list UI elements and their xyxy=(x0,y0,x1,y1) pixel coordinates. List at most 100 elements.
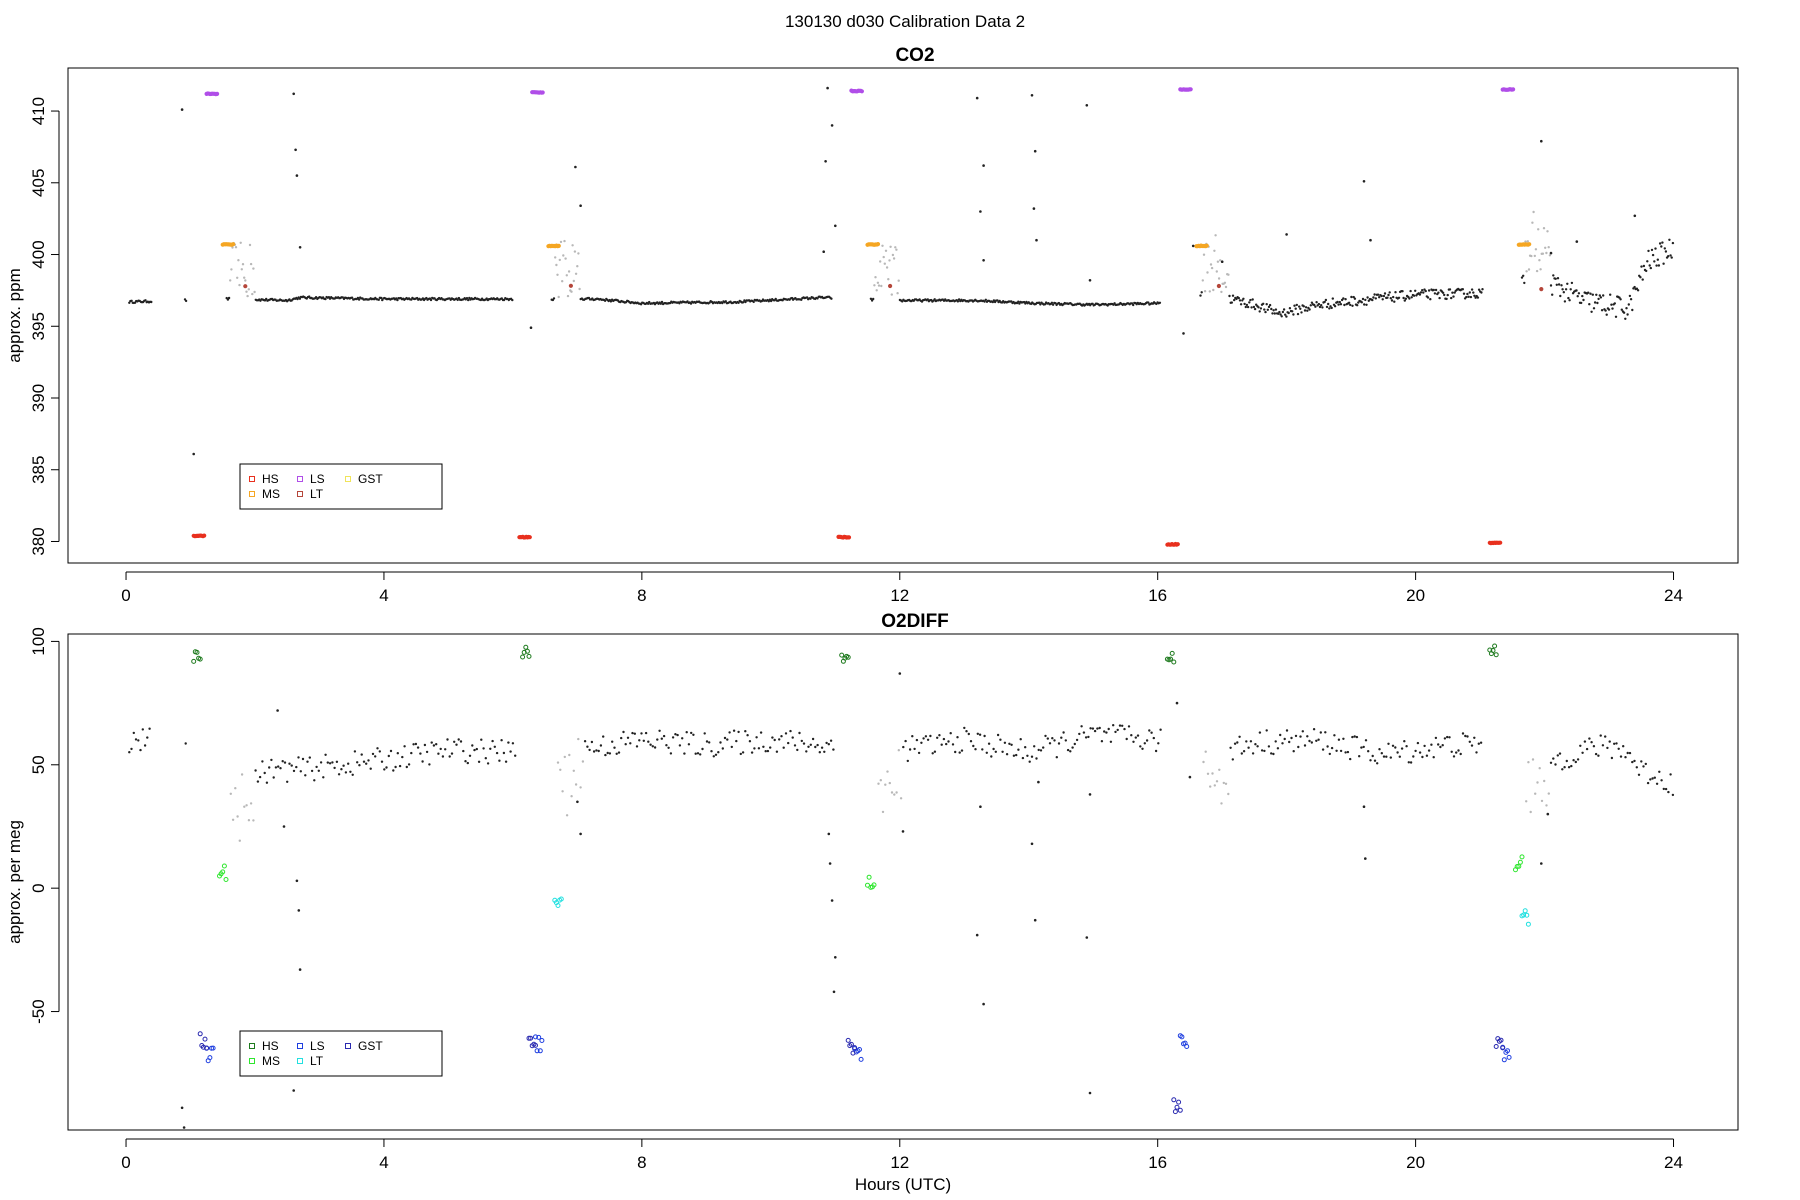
calibration-point-hs xyxy=(194,649,200,655)
data-point xyxy=(1274,308,1278,311)
data-point xyxy=(985,751,988,754)
data-point xyxy=(609,300,613,303)
data-point xyxy=(1631,308,1634,312)
spike-point xyxy=(834,956,837,959)
data-point xyxy=(306,760,309,763)
data-point xyxy=(888,781,891,785)
data-point xyxy=(1598,294,1602,297)
data-point xyxy=(874,276,877,279)
data-point xyxy=(1228,294,1231,298)
y-tick-label: 50 xyxy=(29,755,48,774)
data-point xyxy=(480,738,483,741)
data-point xyxy=(570,795,573,798)
data-point xyxy=(1546,230,1549,233)
data-point xyxy=(1588,303,1591,306)
data-point xyxy=(1394,746,1397,749)
data-point xyxy=(1200,291,1203,294)
data-point xyxy=(1570,764,1573,768)
legend-label: GST xyxy=(358,1039,383,1053)
data-point xyxy=(1292,313,1295,316)
data-point xyxy=(561,790,564,793)
calibration-point-ls xyxy=(857,1047,862,1052)
data-point xyxy=(1315,739,1318,742)
data-point xyxy=(1338,300,1342,304)
data-point xyxy=(1328,752,1332,756)
data-point xyxy=(1390,299,1394,302)
data-point xyxy=(1646,781,1650,785)
data-point xyxy=(1401,290,1404,293)
data-point xyxy=(1611,307,1614,310)
data-point xyxy=(448,755,451,758)
data-point xyxy=(1245,740,1248,743)
legend-label: LT xyxy=(310,487,324,501)
data-point xyxy=(880,284,883,288)
calibration-point-lt xyxy=(888,283,893,289)
data-point xyxy=(362,760,366,763)
x-tick-label: 12 xyxy=(890,1153,909,1172)
data-point xyxy=(1248,301,1251,304)
data-point xyxy=(1001,750,1004,753)
data-point xyxy=(477,760,481,763)
data-point xyxy=(879,260,882,263)
data-point xyxy=(498,759,501,762)
data-point xyxy=(396,752,399,755)
calibration-point-lt xyxy=(1524,912,1530,918)
data-point xyxy=(1461,288,1465,291)
data-point xyxy=(892,257,896,260)
calibration-point-ms xyxy=(556,243,561,248)
spike-point xyxy=(298,968,302,971)
data-point xyxy=(1213,784,1217,787)
data-point xyxy=(793,744,797,747)
data-point xyxy=(1391,744,1395,747)
data-point xyxy=(1363,303,1366,306)
data-point xyxy=(1536,781,1539,784)
data-point xyxy=(1367,299,1371,302)
data-point xyxy=(638,739,641,742)
x-tick-label: 24 xyxy=(1664,1153,1683,1172)
data-point xyxy=(1527,761,1530,764)
data-point xyxy=(1522,274,1525,277)
spike-point xyxy=(1549,251,1553,255)
data-point xyxy=(1585,747,1589,751)
data-point xyxy=(983,300,986,303)
data-point xyxy=(1380,294,1383,298)
data-point xyxy=(830,297,833,300)
data-point xyxy=(1599,296,1603,299)
data-point xyxy=(1220,290,1223,294)
data-point xyxy=(396,298,399,302)
data-point xyxy=(1549,761,1553,764)
data-point xyxy=(728,731,731,734)
data-point xyxy=(1350,295,1353,299)
calibration-point-ls xyxy=(1506,1054,1512,1060)
data-point xyxy=(1317,302,1321,306)
data-point xyxy=(466,761,469,765)
data-point xyxy=(1407,761,1411,764)
data-point xyxy=(1208,290,1212,293)
data-point xyxy=(1201,279,1205,282)
data-point xyxy=(1443,737,1447,740)
calibration-point-hs xyxy=(846,535,852,540)
data-point xyxy=(929,734,932,738)
data-point xyxy=(913,747,916,751)
data-point xyxy=(805,296,809,299)
calibration-point-ls xyxy=(537,1048,543,1054)
data-point xyxy=(559,768,562,771)
data-point xyxy=(1434,736,1438,740)
data-point xyxy=(475,747,478,751)
data-point xyxy=(599,744,603,747)
data-point xyxy=(1336,300,1339,304)
data-point xyxy=(249,262,253,266)
calibration-point-gst xyxy=(1500,1045,1506,1051)
data-point xyxy=(1206,772,1210,775)
calibration-point-gst xyxy=(1172,1109,1178,1115)
spike-point xyxy=(1362,180,1366,183)
data-point xyxy=(1069,750,1072,753)
data-point xyxy=(1042,746,1045,749)
data-point xyxy=(647,740,650,743)
data-point xyxy=(405,765,408,769)
data-point xyxy=(615,752,618,755)
spike-point xyxy=(824,160,827,163)
data-point xyxy=(1323,300,1326,304)
data-point xyxy=(1473,736,1476,739)
data-point xyxy=(984,298,987,301)
